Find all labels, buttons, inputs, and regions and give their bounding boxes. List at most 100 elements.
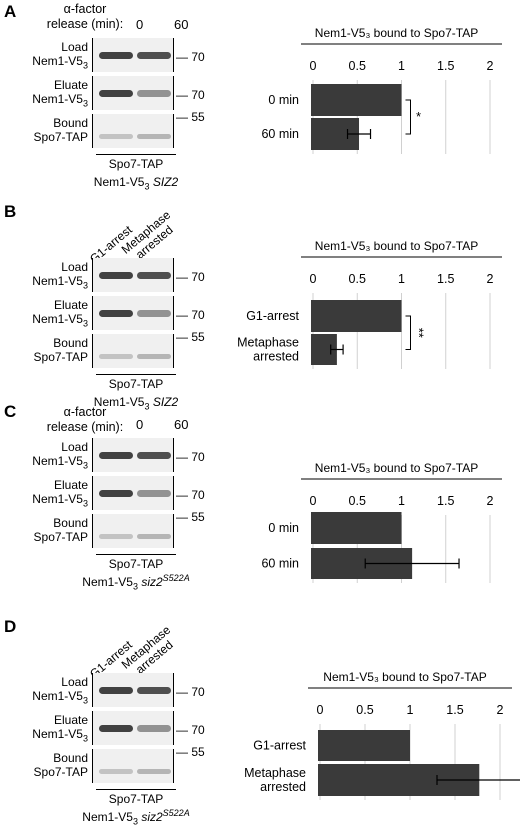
molecular-weight-marker: — 70 xyxy=(176,88,205,102)
strain-caption: Spo7-TAP Nem1-V53 siz2S522A xyxy=(66,792,206,828)
significance-marker: ** xyxy=(412,328,427,338)
mw-value: 70 xyxy=(191,88,205,102)
category-label-line: arrested xyxy=(253,350,299,364)
row-label-line1: Load xyxy=(61,440,88,454)
row-label-line2: Nem1-V5 xyxy=(32,92,83,106)
protein-band xyxy=(99,52,133,59)
strain-superscript: S522A xyxy=(162,573,190,583)
molecular-weight-marker: — 55 xyxy=(176,110,205,124)
panel-letter: D xyxy=(4,617,16,637)
release-header: α-factor release (min): xyxy=(40,2,130,32)
western-blot xyxy=(92,711,174,745)
blot-row-label: Bound Spo7-TAP xyxy=(20,516,88,548)
mw-value: 70 xyxy=(191,685,205,699)
row-label-line1: Load xyxy=(61,40,88,54)
strain-line-1: Spo7-TAP xyxy=(108,792,164,806)
row-label-line2: Nem1-V5 xyxy=(32,727,83,741)
x-tick-label: 1.5 xyxy=(437,272,454,286)
molecular-weight-marker: — 70 xyxy=(176,488,205,502)
panel-letter: A xyxy=(4,2,16,22)
strain-line-2: Nem1-V5 xyxy=(93,395,145,409)
strain-caption: Spo7-TAP Nem1-V53 SIZ2 xyxy=(66,157,206,193)
mw-value: 70 xyxy=(191,723,205,737)
molecular-weight-marker: — 70 xyxy=(176,308,205,322)
strain-subscript: 3 xyxy=(132,581,138,592)
blot-row-label: Bound Spo7-TAP xyxy=(20,751,88,783)
header-line-1: α-factor xyxy=(63,2,107,16)
bar xyxy=(318,730,410,761)
x-tick-label: 1 xyxy=(398,59,405,73)
western-blot xyxy=(92,334,174,368)
lane-label-text: 0 xyxy=(136,17,144,32)
row-label-line1: Bound xyxy=(53,751,88,765)
protein-band xyxy=(137,52,171,59)
row-label-subscript: 3 xyxy=(82,695,88,706)
protein-band xyxy=(99,272,133,279)
protein-band xyxy=(137,272,171,279)
protein-band xyxy=(99,354,133,359)
western-blot xyxy=(92,296,174,330)
row-label-line2: Spo7-TAP xyxy=(33,130,88,144)
mw-tick: — xyxy=(176,330,192,344)
category-label: Metaphase arrested xyxy=(244,766,306,794)
mw-tick: — xyxy=(176,50,192,64)
mw-tick: — xyxy=(176,488,192,502)
protein-band xyxy=(137,725,171,732)
x-tick-label: 0.5 xyxy=(349,272,366,286)
x-tick-label: 0 xyxy=(310,272,317,286)
mw-tick: — xyxy=(176,88,192,102)
category-label: Metaphase arrested xyxy=(237,336,299,364)
category-label: 0 min xyxy=(268,521,299,535)
bar xyxy=(311,300,402,332)
western-blot xyxy=(92,258,174,292)
protein-band xyxy=(137,354,171,359)
row-label-line2: Spo7-TAP xyxy=(33,530,88,544)
lane-label-text: 0 xyxy=(136,417,144,432)
row-label-line2: Spo7-TAP xyxy=(33,765,88,779)
protein-band xyxy=(99,134,133,139)
mw-tick: — xyxy=(176,308,192,322)
significance-marker: * xyxy=(416,109,421,124)
lane-label-text: 60 xyxy=(174,17,189,32)
mw-tick: — xyxy=(176,745,192,759)
row-label-line2: Nem1-V5 xyxy=(32,274,83,288)
strain-line-1: Spo7-TAP xyxy=(108,557,164,571)
x-tick-label: 2 xyxy=(497,703,504,717)
chart-title: Nem1-V5₃ bound to Spo7-TAP xyxy=(315,239,478,253)
molecular-weight-marker: — 70 xyxy=(176,450,205,464)
blot-row-label: Load Nem1-V53 xyxy=(20,440,88,472)
protein-band xyxy=(99,769,133,774)
category-label-line: Metaphase xyxy=(244,766,306,780)
x-tick-label: 1 xyxy=(398,494,405,508)
strain-line-1: Spo7-TAP xyxy=(108,157,164,171)
significance-bracket xyxy=(405,99,411,135)
category-label-line: arrested xyxy=(260,780,306,794)
x-tick-label: 0.5 xyxy=(349,494,366,508)
protein-band xyxy=(137,452,171,459)
row-label-line1: Eluate xyxy=(53,713,88,727)
western-blot xyxy=(92,514,174,548)
protein-band xyxy=(99,534,133,539)
protein-band xyxy=(137,490,171,497)
row-label-line2: Nem1-V5 xyxy=(32,454,83,468)
lane-label: 0 xyxy=(136,17,143,32)
blot-row-label: Eluate Nem1-V53 xyxy=(20,298,88,330)
strain-subscript: 3 xyxy=(132,816,138,827)
molecular-weight-marker: — 70 xyxy=(176,723,205,737)
strain-gene: SIZ2 xyxy=(152,395,179,409)
x-tick-label: 0 xyxy=(317,703,324,717)
blot-row-label: Load Nem1-V53 xyxy=(20,675,88,707)
chart-title: Nem1-V5₃ bound to Spo7-TAP xyxy=(323,670,486,684)
mw-value: 70 xyxy=(191,488,205,502)
mw-value: 70 xyxy=(191,50,205,64)
strain-line-2: Nem1-V5 xyxy=(93,175,145,189)
row-label-line1: Bound xyxy=(53,116,88,130)
x-tick-label: 1.5 xyxy=(437,494,454,508)
x-tick-label: 0.5 xyxy=(356,703,373,717)
strain-superscript: S522A xyxy=(162,808,190,818)
mw-tick: — xyxy=(176,510,192,524)
category-label: 0 min xyxy=(268,93,299,107)
row-label-line2: Nem1-V5 xyxy=(32,312,83,326)
strain-subscript: 3 xyxy=(144,401,150,412)
category-label: G1-arrest xyxy=(246,309,299,323)
